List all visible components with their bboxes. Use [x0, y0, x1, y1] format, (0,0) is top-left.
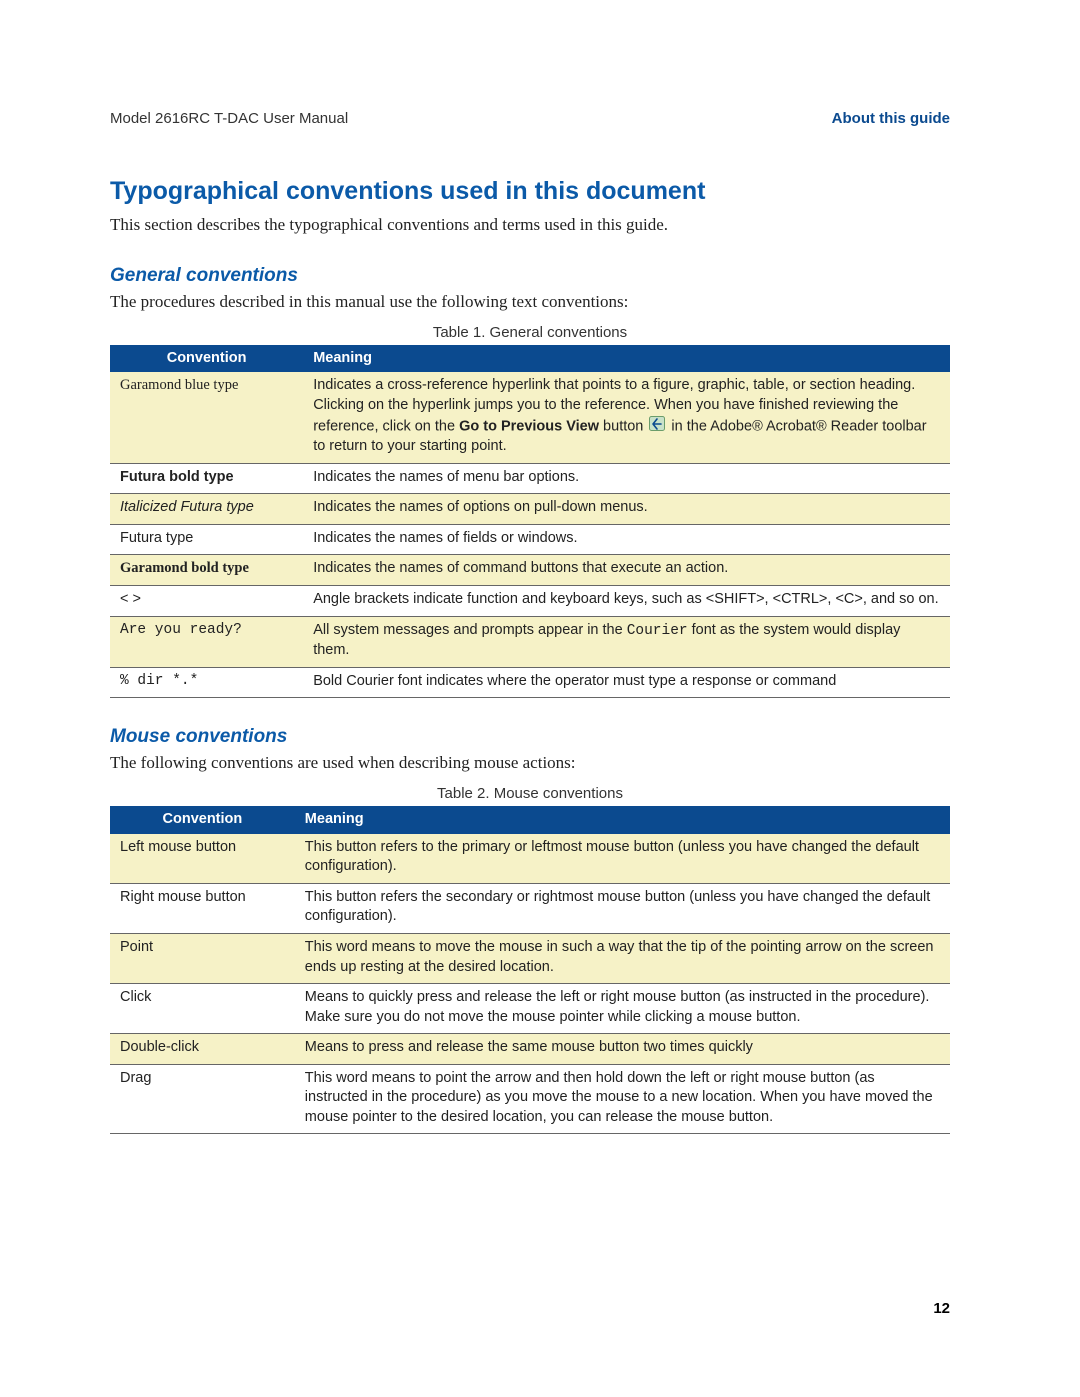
page-header: Model 2616RC T-DAC User Manual About thi…	[110, 110, 950, 127]
table-row: Drag This word means to point the arrow …	[110, 1064, 950, 1134]
table-row: Garamond bold type Indicates the names o…	[110, 555, 950, 586]
table-row: Italicized Futura type Indicates the nam…	[110, 494, 950, 525]
table-row: < > Angle brackets indicate function and…	[110, 585, 950, 616]
table-header-row: Convention Meaning	[110, 806, 950, 834]
main-heading: Typographical conventions used in this d…	[110, 177, 950, 206]
cell-meaning: This button refers the secondary or righ…	[295, 883, 950, 933]
document-page: Model 2616RC T-DAC User Manual About thi…	[0, 0, 1080, 1397]
cell-meaning: Bold Courier font indicates where the op…	[303, 667, 950, 698]
prev-view-icon	[649, 416, 665, 438]
section2-heading: Mouse conventions	[110, 726, 950, 748]
cell-meaning: Indicates the names of options on pull-d…	[303, 494, 950, 525]
table-row: Click Means to quickly press and release…	[110, 984, 950, 1034]
cell-convention: Garamond blue type	[110, 372, 303, 463]
meaning-mono: Courier	[627, 623, 688, 639]
cell-meaning: This button refers to the primary or lef…	[295, 834, 950, 884]
mouse-conventions-table: Convention Meaning Left mouse button Thi…	[110, 806, 950, 1134]
general-conventions-table: Convention Meaning Garamond blue type In…	[110, 345, 950, 698]
cell-meaning: Means to press and release the same mous…	[295, 1034, 950, 1065]
section1-heading: General conventions	[110, 265, 950, 287]
cell-convention: Italicized Futura type	[110, 494, 303, 525]
col-header-convention: Convention	[110, 806, 295, 834]
cell-meaning: Indicates the names of menu bar options.	[303, 463, 950, 494]
table-row: Futura type Indicates the names of field…	[110, 524, 950, 555]
cell-meaning: This word means to point the arrow and t…	[295, 1064, 950, 1134]
section2-intro: The following conventions are used when …	[110, 752, 950, 775]
cell-convention: % dir *.*	[110, 667, 303, 698]
table-row: Point This word means to move the mouse …	[110, 933, 950, 983]
cell-convention: Are you ready?	[110, 616, 303, 667]
cell-convention: Garamond bold type	[110, 555, 303, 586]
table-row: Garamond blue type Indicates a cross-ref…	[110, 372, 950, 463]
cell-convention: Double-click	[110, 1034, 295, 1065]
col-header-convention: Convention	[110, 345, 303, 373]
cell-convention: Left mouse button	[110, 834, 295, 884]
header-left: Model 2616RC T-DAC User Manual	[110, 110, 348, 127]
table2-caption: Table 2. Mouse conventions	[110, 785, 950, 802]
table-row: Left mouse button This button refers to …	[110, 834, 950, 884]
col-header-meaning: Meaning	[295, 806, 950, 834]
table-row: Are you ready? All system messages and p…	[110, 616, 950, 667]
table-row: % dir *.* Bold Courier font indicates wh…	[110, 667, 950, 698]
meaning-text: All system messages and prompts appear i…	[313, 622, 627, 638]
intro-paragraph: This section describes the typographical…	[110, 214, 950, 237]
table-row: Right mouse button This button refers th…	[110, 883, 950, 933]
table-row: Double-click Means to press and release …	[110, 1034, 950, 1065]
cell-convention: Point	[110, 933, 295, 983]
table-row: Futura bold type Indicates the names of …	[110, 463, 950, 494]
meaning-bold: Go to Previous View	[459, 418, 599, 434]
cell-meaning: Means to quickly press and release the l…	[295, 984, 950, 1034]
cell-convention: Right mouse button	[110, 883, 295, 933]
cell-convention: < >	[110, 585, 303, 616]
table1-caption: Table 1. General conventions	[110, 324, 950, 341]
cell-meaning: This word means to move the mouse in suc…	[295, 933, 950, 983]
cell-meaning: Indicates the names of fields or windows…	[303, 524, 950, 555]
cell-convention: Futura bold type	[110, 463, 303, 494]
section1-intro: The procedures described in this manual …	[110, 291, 950, 314]
cell-meaning: All system messages and prompts appear i…	[303, 616, 950, 667]
cell-meaning: Indicates the names of command buttons t…	[303, 555, 950, 586]
cell-convention: Futura type	[110, 524, 303, 555]
cell-convention: Drag	[110, 1064, 295, 1134]
cell-meaning: Indicates a cross-reference hyperlink th…	[303, 372, 950, 463]
cell-meaning: Angle brackets indicate function and key…	[303, 585, 950, 616]
cell-convention: Click	[110, 984, 295, 1034]
col-header-meaning: Meaning	[303, 345, 950, 373]
table-header-row: Convention Meaning	[110, 345, 950, 373]
page-number: 12	[933, 1300, 950, 1317]
meaning-text: button	[599, 418, 647, 434]
header-right: About this guide	[832, 110, 950, 127]
